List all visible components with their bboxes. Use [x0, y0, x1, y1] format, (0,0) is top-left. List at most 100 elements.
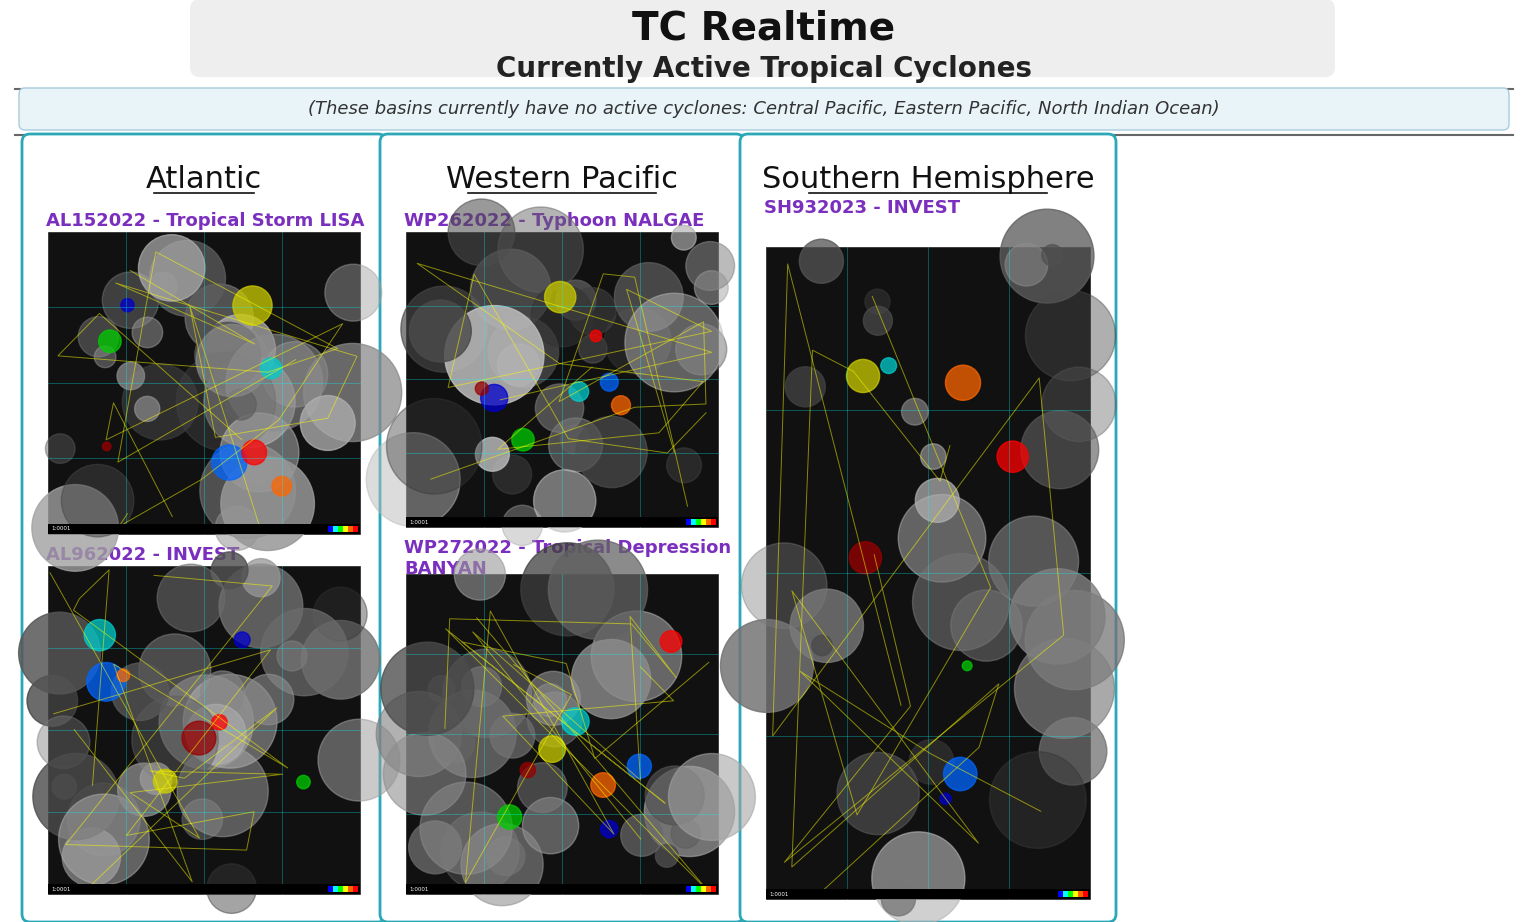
- Text: 1:0001: 1:0001: [410, 886, 428, 892]
- Circle shape: [535, 384, 584, 432]
- Bar: [406, 232, 718, 527]
- Circle shape: [498, 344, 539, 385]
- Text: 1:0001: 1:0001: [50, 526, 70, 531]
- Circle shape: [18, 612, 101, 694]
- Bar: [686, 519, 691, 525]
- Bar: [695, 519, 701, 525]
- Bar: [1077, 891, 1083, 897]
- Circle shape: [668, 753, 755, 840]
- Circle shape: [998, 441, 1028, 472]
- Circle shape: [544, 281, 576, 313]
- Circle shape: [503, 505, 542, 546]
- Circle shape: [232, 286, 272, 325]
- Circle shape: [182, 721, 215, 755]
- Circle shape: [141, 762, 173, 795]
- Circle shape: [850, 542, 882, 573]
- Circle shape: [220, 413, 299, 491]
- Circle shape: [380, 642, 474, 735]
- Circle shape: [790, 589, 863, 662]
- Circle shape: [660, 631, 681, 652]
- Bar: [406, 517, 718, 527]
- Circle shape: [150, 241, 226, 316]
- Circle shape: [196, 323, 261, 388]
- Circle shape: [212, 445, 248, 480]
- Circle shape: [448, 199, 515, 266]
- Text: AL962022 - INVEST: AL962022 - INVEST: [46, 546, 240, 564]
- Circle shape: [666, 448, 701, 483]
- Bar: [1057, 891, 1063, 897]
- Circle shape: [139, 634, 211, 706]
- Circle shape: [568, 382, 588, 401]
- Bar: [711, 519, 717, 525]
- Circle shape: [556, 280, 596, 320]
- Circle shape: [176, 352, 275, 451]
- Circle shape: [186, 704, 246, 764]
- Circle shape: [645, 766, 735, 857]
- Bar: [342, 886, 348, 892]
- Circle shape: [420, 782, 512, 874]
- Bar: [47, 884, 361, 894]
- Circle shape: [183, 674, 277, 768]
- Bar: [338, 886, 342, 892]
- Bar: [766, 247, 1089, 899]
- Circle shape: [408, 821, 461, 874]
- Circle shape: [1025, 590, 1125, 690]
- Circle shape: [481, 384, 507, 411]
- Circle shape: [492, 455, 532, 494]
- Circle shape: [272, 477, 292, 496]
- Text: WP262022 - Typhoon NALGAE: WP262022 - Typhoon NALGAE: [403, 212, 704, 230]
- Bar: [329, 526, 333, 532]
- Circle shape: [122, 364, 199, 440]
- Text: AL152022 - Tropical Storm LISA: AL152022 - Tropical Storm LISA: [46, 212, 364, 230]
- Circle shape: [785, 367, 825, 407]
- FancyBboxPatch shape: [18, 88, 1510, 130]
- Bar: [695, 886, 701, 892]
- Circle shape: [1042, 244, 1063, 266]
- Circle shape: [95, 346, 116, 368]
- Circle shape: [471, 249, 552, 329]
- Circle shape: [811, 635, 833, 656]
- Circle shape: [367, 432, 460, 526]
- Bar: [1083, 891, 1088, 897]
- Circle shape: [442, 812, 520, 890]
- Circle shape: [549, 540, 648, 639]
- Circle shape: [518, 762, 567, 812]
- Bar: [353, 526, 358, 532]
- Circle shape: [912, 553, 1010, 651]
- Text: TC Realtime: TC Realtime: [633, 10, 895, 48]
- Circle shape: [523, 798, 579, 854]
- Bar: [47, 524, 361, 534]
- Circle shape: [671, 819, 700, 848]
- Circle shape: [520, 762, 535, 778]
- Circle shape: [28, 676, 78, 727]
- Circle shape: [261, 609, 348, 696]
- Bar: [706, 519, 711, 525]
- Circle shape: [527, 692, 582, 747]
- Circle shape: [568, 288, 616, 335]
- Bar: [348, 526, 353, 532]
- Circle shape: [940, 793, 950, 804]
- Circle shape: [325, 265, 382, 321]
- Circle shape: [301, 396, 354, 451]
- Circle shape: [1010, 569, 1105, 664]
- Circle shape: [99, 330, 121, 352]
- Circle shape: [532, 285, 593, 347]
- Circle shape: [118, 362, 145, 390]
- Circle shape: [445, 305, 544, 405]
- FancyBboxPatch shape: [21, 134, 387, 922]
- Bar: [338, 526, 342, 532]
- Circle shape: [461, 823, 542, 905]
- Circle shape: [243, 674, 293, 725]
- Bar: [406, 574, 718, 894]
- Circle shape: [837, 752, 920, 834]
- Circle shape: [443, 649, 532, 738]
- Text: 1:0001: 1:0001: [769, 892, 788, 896]
- Text: Atlantic: Atlantic: [145, 166, 263, 195]
- Bar: [1068, 891, 1073, 897]
- Circle shape: [625, 293, 723, 392]
- Circle shape: [475, 437, 509, 471]
- Circle shape: [591, 611, 681, 702]
- Bar: [1073, 891, 1077, 897]
- Circle shape: [34, 753, 119, 840]
- Circle shape: [46, 433, 75, 464]
